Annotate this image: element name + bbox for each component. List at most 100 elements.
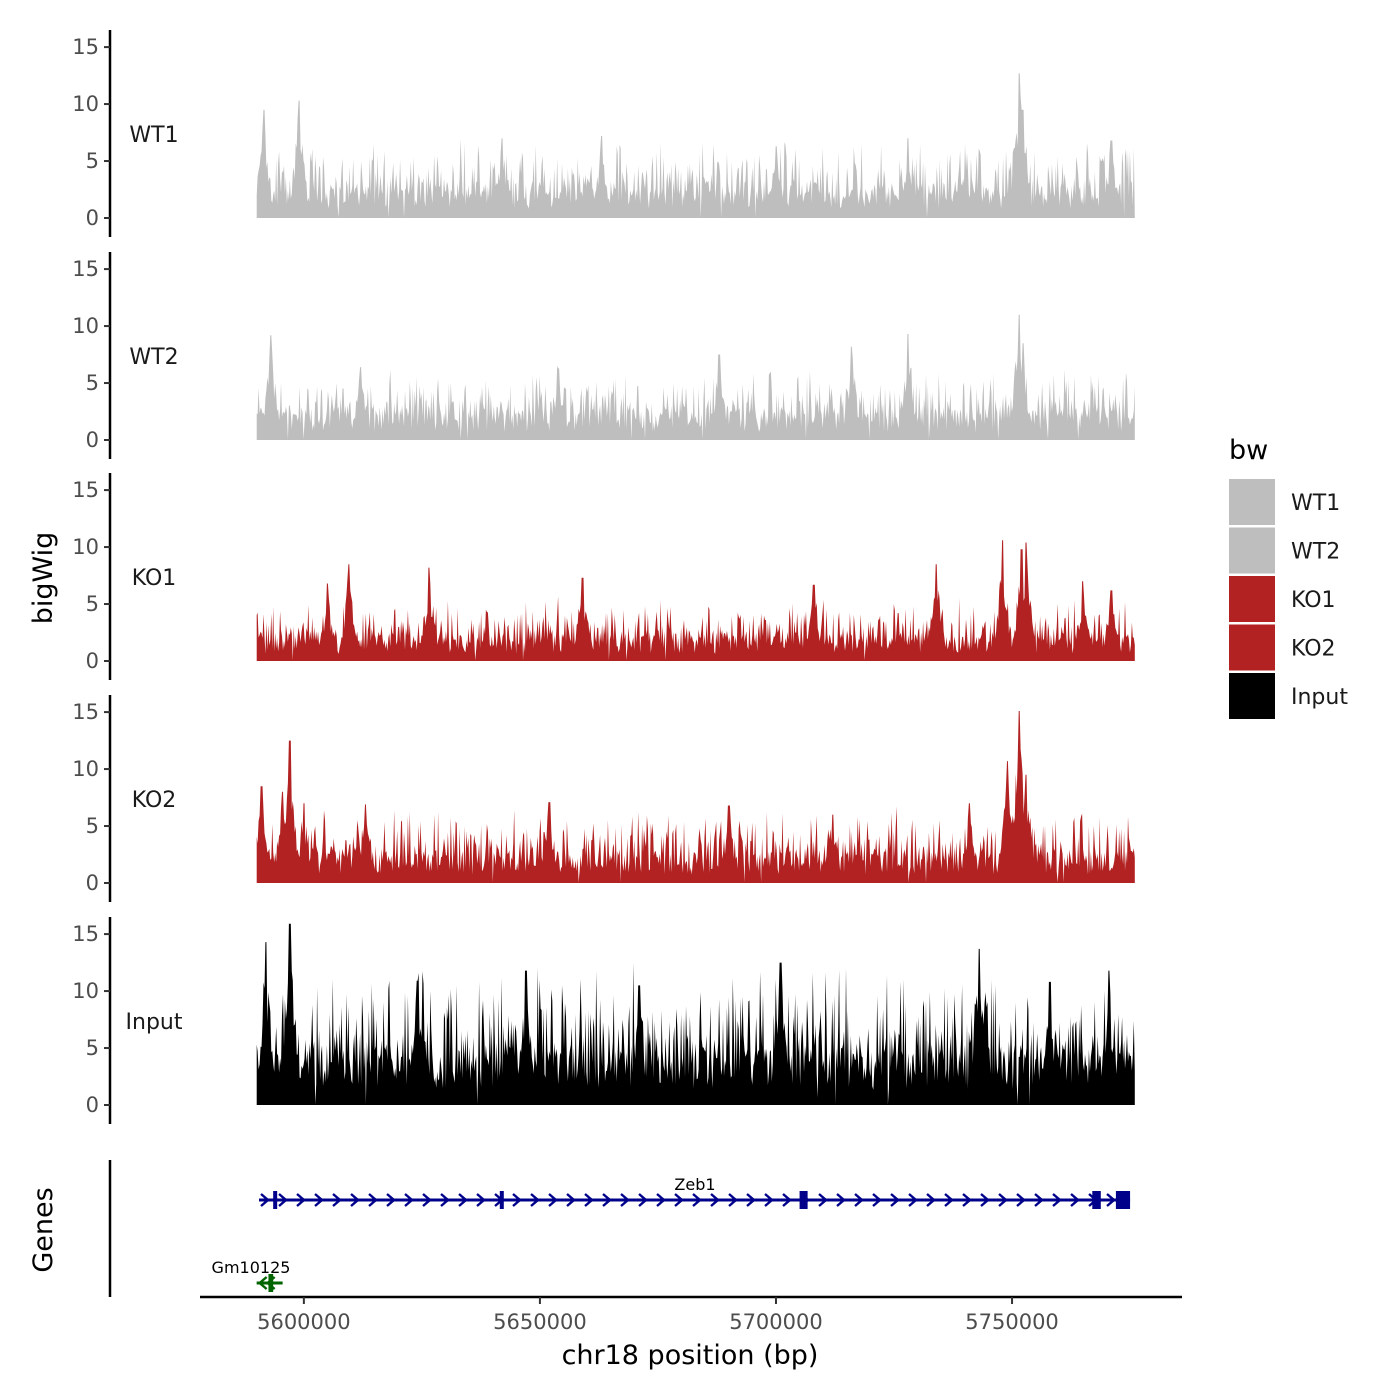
track-wt2: 0 5 10 15 WT2 <box>72 252 1135 459</box>
legend-label: KO2 <box>1291 637 1336 662</box>
x-tick-label: 5750000 <box>965 1310 1059 1334</box>
y-tick-label: 10 <box>72 757 99 781</box>
x-axis-title: chr18 position (bp) <box>562 1340 819 1371</box>
legend-label: WT1 <box>1291 491 1340 516</box>
x-tick-label: 5700000 <box>729 1310 823 1334</box>
strand-arrow <box>764 1193 774 1207</box>
signal-area-input <box>256 923 1135 1105</box>
exon <box>1115 1191 1131 1209</box>
gene-gm10125: Gm10125 <box>212 1258 291 1292</box>
y-tick-label: 15 <box>72 478 99 502</box>
track-label: KO2 <box>132 788 177 813</box>
strand-arrow <box>1016 1193 1026 1207</box>
legend-label: KO1 <box>1291 588 1336 613</box>
legend-swatch <box>1229 527 1275 574</box>
strand-arrow <box>257 1276 268 1290</box>
gene-label: Zeb1 <box>674 1175 715 1194</box>
legend-label: WT2 <box>1291 540 1340 565</box>
strand-arrow <box>548 1193 558 1207</box>
legend-entry-input: Input <box>1229 673 1348 719</box>
strand-arrow <box>422 1193 432 1207</box>
x-tick-label: 5600000 <box>257 1310 351 1334</box>
signal-area-ko2 <box>256 711 1135 883</box>
y-tick-label: 15 <box>72 922 99 946</box>
track-label: Input <box>126 1010 183 1035</box>
exon <box>1092 1191 1101 1209</box>
strand-arrow <box>728 1193 738 1207</box>
strand-arrow <box>998 1193 1008 1207</box>
signal-area-ko1 <box>256 540 1135 661</box>
exon <box>799 1191 808 1209</box>
strand-arrow <box>1052 1193 1062 1207</box>
y-axis-title: bigWig <box>28 532 59 625</box>
legend-label: Input <box>1291 685 1348 710</box>
legend-entry-ko2: KO2 <box>1229 624 1336 671</box>
strand-arrow <box>890 1193 900 1207</box>
y-tick-label: 5 <box>86 371 99 395</box>
strand-arrow <box>1034 1193 1044 1207</box>
gene-label: Gm10125 <box>212 1258 291 1277</box>
strand-arrow <box>1070 1193 1080 1207</box>
track-label: KO1 <box>132 566 177 591</box>
strand-arrow <box>980 1193 990 1207</box>
strand-arrow <box>782 1193 792 1207</box>
legend-swatch <box>1229 673 1275 719</box>
strand-arrow <box>566 1193 576 1207</box>
strand-arrow <box>908 1193 918 1207</box>
strand-arrow <box>530 1193 540 1207</box>
exon <box>273 1191 278 1209</box>
legend-title: bw <box>1229 435 1268 466</box>
strand-arrow <box>314 1193 324 1207</box>
gene-zeb1: Zeb1 <box>259 1175 1131 1209</box>
strand-arrow <box>440 1193 450 1207</box>
bigwig-tracks: 0 5 10 15 WT1 0 5 10 15 WT2 0 5 10 15 KO1 0 5 10 15 KO2 0 5 10… <box>72 30 1135 1124</box>
y-tick-label: 5 <box>86 149 99 173</box>
strand-arrow <box>584 1193 594 1207</box>
track-wt1: 0 5 10 15 WT1 <box>72 30 1135 237</box>
strand-arrow <box>296 1193 306 1207</box>
y-tick-label: 15 <box>72 700 99 724</box>
strand-arrow <box>386 1193 396 1207</box>
y-tick-label: 10 <box>72 535 99 559</box>
genes-track: Zeb1 Gm10125 <box>108 1160 1131 1297</box>
strand-arrow <box>368 1193 378 1207</box>
strand-arrow <box>404 1193 414 1207</box>
strand-arrow <box>746 1193 756 1207</box>
strand-arrow <box>1106 1193 1116 1207</box>
y-tick-label: 0 <box>86 206 99 230</box>
track-label: WT1 <box>129 123 178 148</box>
strand-arrow <box>332 1193 342 1207</box>
y-tick-label: 15 <box>72 35 99 59</box>
y-tick-label: 10 <box>72 314 99 338</box>
track-ko2: 0 5 10 15 KO2 <box>72 695 1135 902</box>
strand-arrow <box>710 1193 720 1207</box>
legend-entry-ko1: KO1 <box>1229 576 1336 622</box>
y-tick-label: 0 <box>86 1093 99 1117</box>
track-input: 0 5 10 15 Input <box>72 917 1135 1124</box>
y-tick-label: 0 <box>86 649 99 673</box>
strand-arrow <box>872 1193 882 1207</box>
y-tick-label: 10 <box>72 979 99 1003</box>
x-axis: 5600000 5650000 5700000 5750000 <box>200 1295 1182 1334</box>
strand-arrow <box>818 1193 828 1207</box>
legend-swatch <box>1229 624 1275 671</box>
legend-entry-wt1: WT1 <box>1229 479 1340 525</box>
legend-swatch <box>1229 479 1275 525</box>
strand-arrow <box>260 1193 270 1207</box>
genes-axis-title: Genes <box>28 1187 59 1272</box>
signal-area-wt1 <box>256 73 1135 218</box>
legend-entry-wt2: WT2 <box>1229 527 1340 574</box>
strand-arrow <box>962 1193 972 1207</box>
y-tick-label: 5 <box>86 592 99 616</box>
strand-arrow <box>836 1193 846 1207</box>
y-tick-label: 15 <box>72 257 99 281</box>
strand-arrow <box>854 1193 864 1207</box>
strand-arrow <box>926 1193 936 1207</box>
x-tick-label: 5650000 <box>493 1310 587 1334</box>
strand-arrow <box>512 1193 522 1207</box>
signal-area-wt2 <box>256 314 1135 440</box>
strand-arrow <box>674 1193 684 1207</box>
strand-arrow <box>602 1193 612 1207</box>
y-tick-label: 0 <box>86 428 99 452</box>
